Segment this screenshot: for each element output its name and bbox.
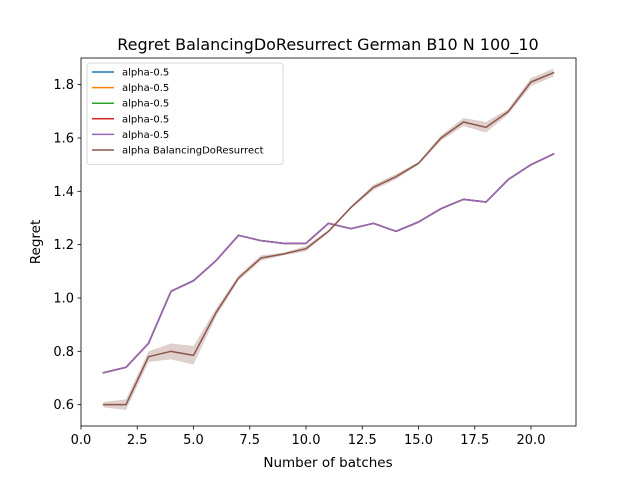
y-tick-label: 1.2 [53,238,74,253]
x-tick-label: 0.0 [71,433,92,448]
x-tick-label: 7.5 [239,433,260,448]
x-tick-label: 5.0 [183,433,204,448]
legend-entry-4: alpha-0.5 [122,130,169,141]
legend-entry-3: alpha-0.5 [122,114,169,125]
y-axis-label: Regret [28,220,44,265]
legend-entry-2: alpha-0.5 [122,99,169,110]
series-group [102,68,555,411]
x-tick-label: 10.0 [292,433,321,448]
y-tick-label: 1.6 [53,132,74,147]
legend-entry-5: alpha BalancingDoResurrect [122,146,264,157]
x-tick-label: 17.5 [460,433,489,448]
legend: alpha-0.5 alpha-0.5 alpha-0.5 alpha-0.5 alph… [86,62,284,165]
chart-title: Regret BalancingDoResurrect German B10 N… [117,35,538,55]
legend-entry-0: alpha-0.5 [122,68,169,79]
x-axis-label: Number of batches [263,455,392,471]
axes: 0.0 2.5 5.0 7.5 10.0 12.5 15.0 17.5 20.0 0.6 0.8 1.… [53,57,577,448]
legend-box [86,62,284,165]
x-tick-label: 12.5 [348,433,377,448]
y-tick-label: 1.8 [53,78,74,93]
y-tick-label: 1.0 [53,292,74,307]
y-tick-label: 1.4 [53,185,74,200]
x-tick-label: 2.5 [127,433,148,448]
y-tick-label: 0.8 [53,345,74,360]
series-4-line [102,153,555,374]
series-5-line [102,71,555,406]
legend-entry-1: alpha-0.5 [122,83,169,94]
x-tick-label: 20.0 [517,433,546,448]
plot-area [102,68,555,411]
y-tick-label: 0.6 [53,398,74,413]
x-tick-label: 15.0 [404,433,433,448]
axes-frame [80,57,577,427]
